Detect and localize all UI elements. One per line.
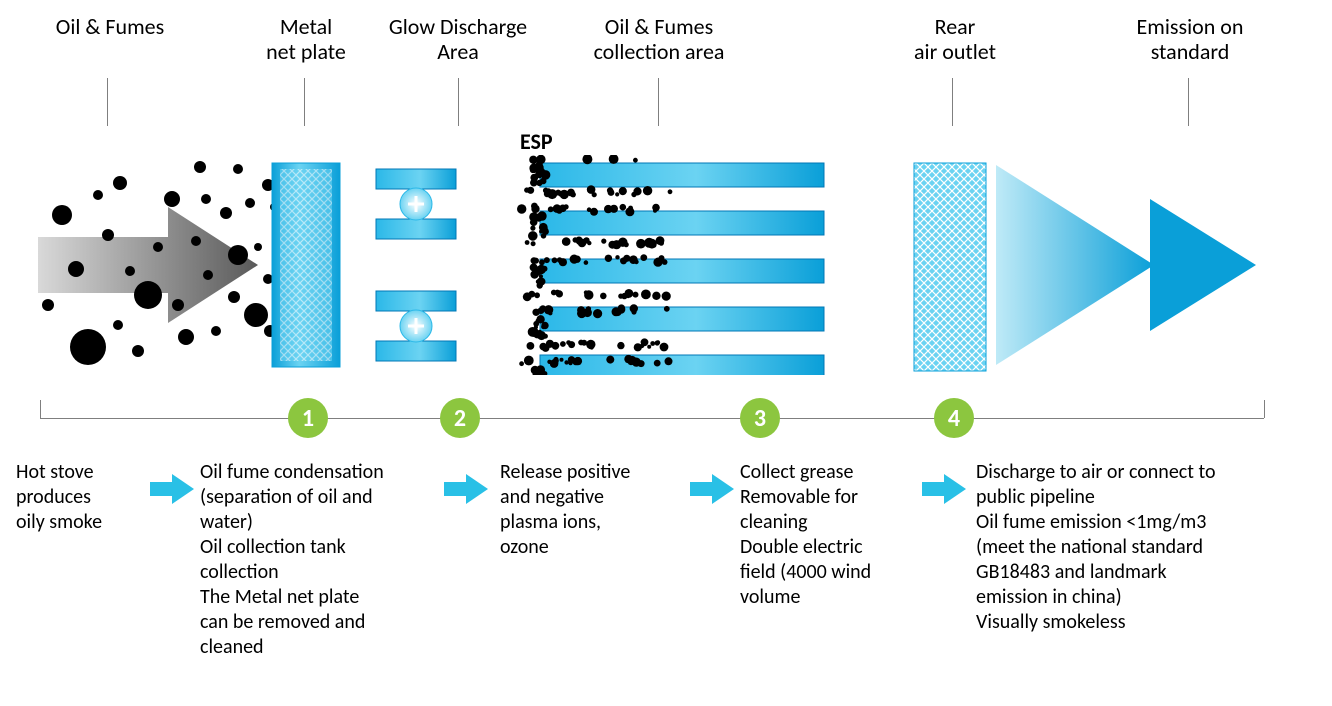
tick-4 (658, 78, 659, 126)
tick-6 (1188, 78, 1189, 126)
step-circle-1: 1 (288, 398, 328, 438)
desc-hot-stove: Hot stoveproducesoily smoke (16, 460, 146, 535)
diagram-svg (28, 155, 1303, 375)
label-metal-net-plate: Metalnet plate (246, 14, 366, 65)
step-circle-3: 3 (740, 398, 780, 438)
esp-label: ESP (520, 128, 553, 155)
outgoing-arrow (996, 165, 1256, 365)
top-labels-row: Oil & Fumes Metalnet plate Glow Discharg… (0, 14, 1332, 84)
descriptions-row: Hot stoveproducesoily smoke Oil fume con… (0, 460, 1332, 700)
desc-collect-grease: Collect greaseRemovable forcleaningDoubl… (740, 460, 910, 610)
step-circle-2: 2 (440, 398, 480, 438)
tick-3 (458, 78, 459, 126)
tick-2 (304, 78, 305, 126)
glow-discharge-bars (376, 169, 456, 361)
label-emission-standard: Emission onstandard (1110, 14, 1270, 65)
label-rear-outlet: Rearair outlet (890, 14, 1020, 65)
metal-net-plate (272, 163, 340, 367)
process-diagram (28, 155, 1303, 375)
desc-discharge: Discharge to air or connect topublic pip… (976, 460, 1276, 635)
desc-plasma-ions: Release positiveand negativeplasma ions,… (500, 460, 680, 560)
label-collection-area: Oil & Fumescollection area (564, 14, 754, 65)
flow-arrow-icon (444, 474, 488, 509)
flow-arrow-icon (150, 474, 194, 509)
label-glow-discharge: Glow DischargeArea (368, 14, 548, 65)
label-oil-fumes: Oil & Fumes (40, 14, 180, 39)
flow-arrow-icon (922, 474, 966, 509)
rear-air-outlet (914, 163, 986, 371)
tick-5 (952, 78, 953, 126)
tick-1 (107, 78, 108, 126)
flow-arrow-icon (690, 474, 734, 509)
step-circle-4: 4 (934, 398, 974, 438)
desc-condensation: Oil fume condensation(separation of oil … (200, 460, 430, 660)
